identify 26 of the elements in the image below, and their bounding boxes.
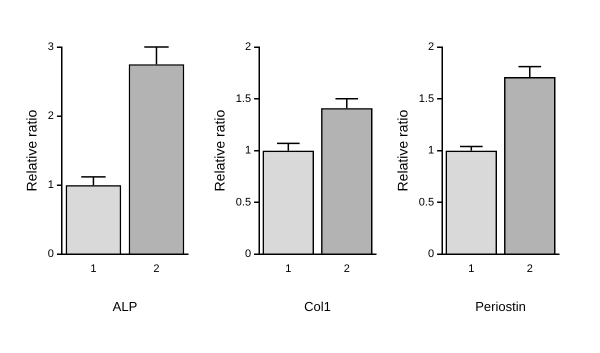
y-tick-label: 1.5 bbox=[236, 92, 252, 105]
y-tick-label: 2 bbox=[48, 110, 54, 122]
y-tick-label: 1 bbox=[428, 144, 434, 157]
y-tick-label: 1.5 bbox=[418, 92, 434, 105]
x-tick-label: 1 bbox=[285, 262, 292, 275]
y-tick-label: 0 bbox=[48, 248, 54, 260]
y-tick-label: 2 bbox=[244, 41, 252, 54]
x-axis-title: Col1 bbox=[304, 298, 331, 314]
y-tick-label: 0.5 bbox=[236, 196, 252, 208]
x-tick-label: 2 bbox=[344, 262, 350, 275]
x-axis-title: ALP bbox=[112, 298, 138, 314]
y-axis-title: Relative ratio bbox=[394, 110, 410, 192]
y-tick-label: 3 bbox=[48, 41, 54, 54]
y-axis-title: Relative ratio bbox=[23, 110, 40, 192]
y-tick-label: 2 bbox=[428, 41, 434, 54]
y-tick-label: 1 bbox=[48, 179, 54, 192]
x-tick-label: 2 bbox=[526, 262, 533, 275]
x-tick-label: 2 bbox=[153, 262, 160, 275]
y-tick-label: 0 bbox=[428, 248, 434, 260]
y-tick-label: 0.5 bbox=[418, 196, 434, 208]
x-tick-label: 1 bbox=[468, 262, 474, 275]
y-tick-label: 1 bbox=[244, 144, 252, 157]
y-axis-title: Relative ratio bbox=[211, 110, 228, 192]
x-axis-title: Periostin bbox=[475, 298, 526, 314]
x-tick-label: 1 bbox=[90, 262, 96, 275]
y-tick-label: 0 bbox=[244, 248, 252, 260]
